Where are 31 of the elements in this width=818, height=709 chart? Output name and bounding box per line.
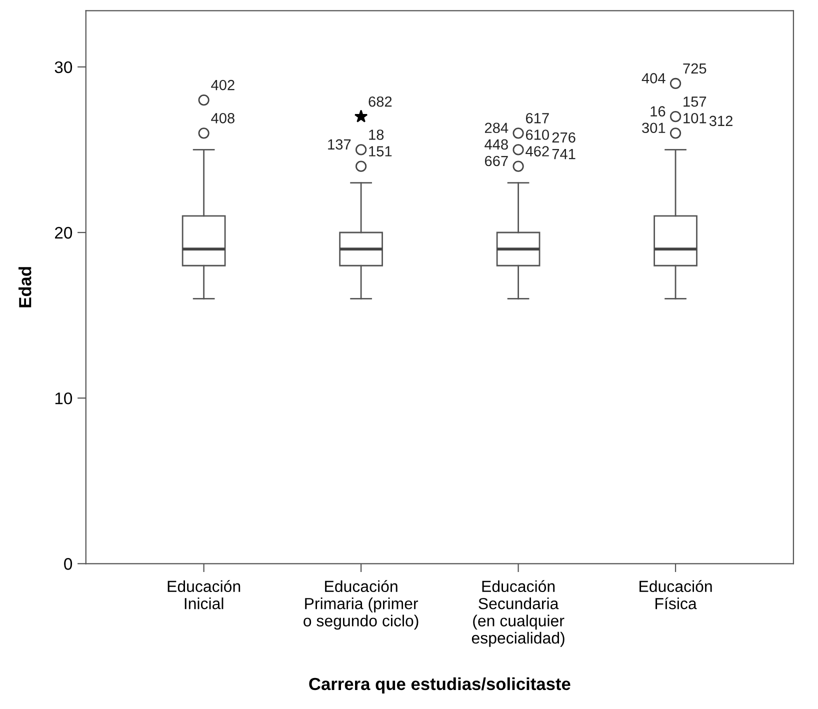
annotation: 448 bbox=[484, 139, 508, 150]
y-tick-label: 0 bbox=[64, 558, 72, 570]
annotation: 151 bbox=[369, 146, 392, 156]
y-tick-label: 20 bbox=[55, 226, 72, 239]
annotation: 101 bbox=[684, 113, 706, 124]
annotation: 312 bbox=[709, 116, 732, 126]
annotation: 18 bbox=[369, 130, 384, 140]
annotation: 667 bbox=[484, 156, 508, 166]
annotation: 741 bbox=[552, 149, 576, 160]
y-axis-title: Edad bbox=[18, 267, 32, 308]
annotation: 137 bbox=[328, 139, 351, 150]
annotation: 725 bbox=[683, 63, 706, 74]
annotation: 617 bbox=[526, 113, 549, 124]
annotation: 404 bbox=[642, 73, 666, 84]
annotation: 157 bbox=[684, 96, 706, 107]
y-tick-label: 30 bbox=[54, 61, 72, 74]
x-axis-title: Carrera que estudias/solicitaste bbox=[309, 677, 570, 694]
annotation: 284 bbox=[484, 122, 508, 134]
annotation: 301 bbox=[642, 122, 666, 134]
annotation: 462 bbox=[526, 146, 549, 156]
annotation: 682 bbox=[368, 96, 392, 107]
x-tick-label: Educación Inicial bbox=[168, 580, 240, 610]
annotation: 402 bbox=[211, 80, 234, 90]
x-tick-label: Educación Secundaria (en cualquier especialidad) bbox=[472, 580, 564, 647]
y-tick-label: 10 bbox=[55, 392, 72, 404]
x-tick-label: Educación Física bbox=[640, 580, 712, 610]
annotation: 408 bbox=[211, 113, 234, 124]
annotation: 16 bbox=[650, 106, 666, 116]
annotation: 610 bbox=[526, 130, 549, 140]
annotation: 276 bbox=[552, 132, 576, 143]
x-tick-label: Educación Primaria (primer o segundo ciclo) bbox=[304, 580, 418, 630]
